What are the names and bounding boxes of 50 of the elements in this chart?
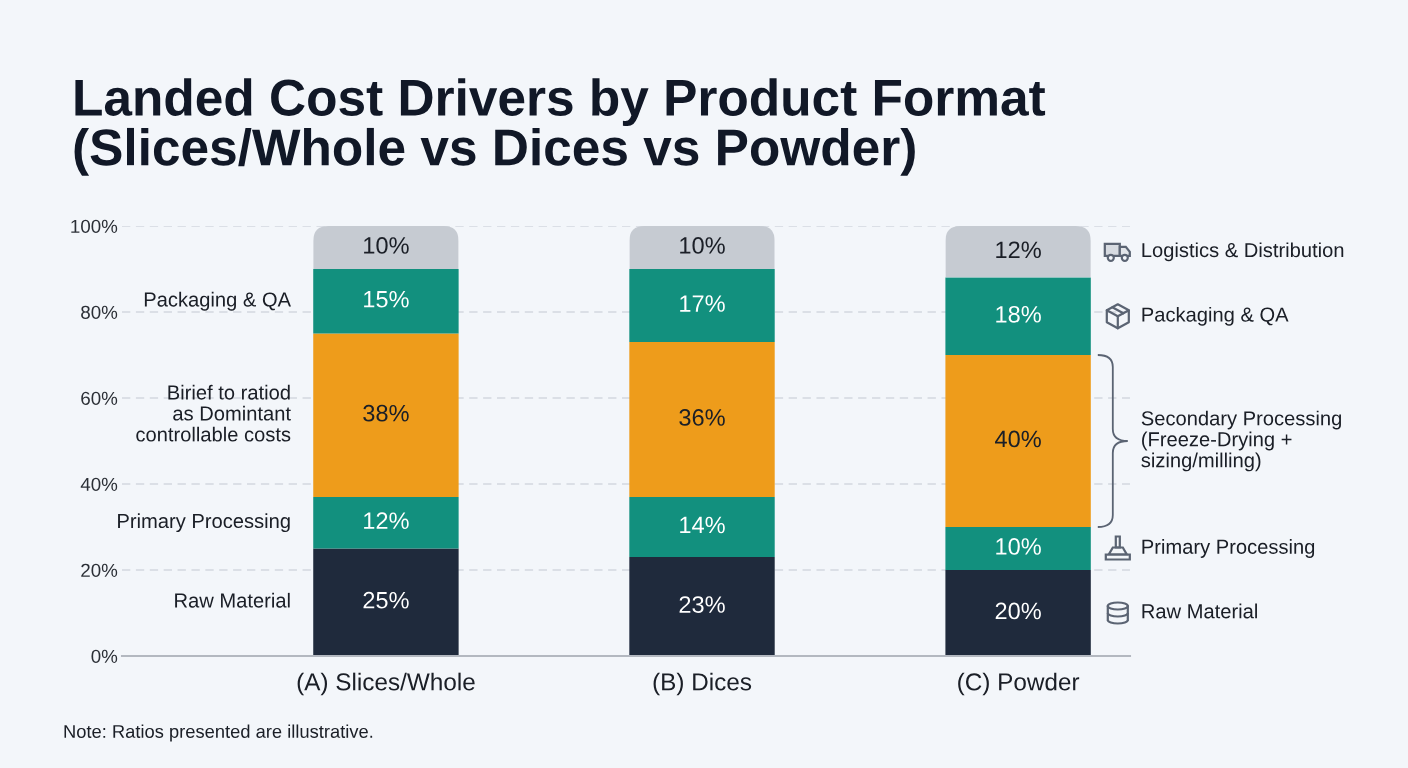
data-label: 23%: [679, 596, 725, 613]
y-tick-label: 0%: [91, 649, 118, 663]
x-tick-label: (C) Powder: [958, 672, 1080, 696]
y-tick-label: 100%: [71, 219, 118, 233]
y-tick-label: 20%: [81, 563, 118, 577]
y-tick-label: 60%: [81, 391, 118, 405]
bar: [313, 269, 459, 334]
bar: [629, 557, 775, 656]
bar: [629, 342, 775, 497]
data-label: 40%: [995, 430, 1041, 448]
data-label: 10%: [680, 237, 725, 254]
text: Secondary Processing (Freeze-Drying + sizing/milling): [1141, 410, 1341, 472]
bar: [313, 333, 459, 497]
annotation: Primary Processing: [118, 513, 290, 533]
data-label: 17%: [680, 295, 725, 312]
x-tick-label: (B) Dices: [653, 672, 752, 696]
annotation: Raw Material: [175, 592, 290, 608]
data-label: 12%: [364, 512, 409, 529]
data-label: 36%: [679, 409, 725, 426]
bar: [945, 527, 1091, 570]
bar: [313, 548, 459, 656]
data-label: 20%: [995, 602, 1041, 620]
bar: [945, 226, 1091, 278]
data-label: 10%: [996, 538, 1041, 555]
bar: [629, 496, 775, 558]
text: Primary Processing: [1142, 539, 1315, 558]
bar: [629, 269, 775, 343]
annotation: Packaging & QA: [144, 291, 291, 311]
data-label: 25%: [363, 591, 409, 609]
text: Packaging & QA: [1142, 306, 1289, 326]
bar: [945, 355, 1091, 527]
x-tick-label: (A) Slices/Whole: [297, 672, 475, 696]
data-label: 10%: [364, 237, 409, 254]
y-tick-label: 40%: [80, 477, 118, 491]
bar: [313, 226, 459, 269]
bar: [945, 570, 1091, 656]
bar: [313, 496, 459, 549]
text: Raw Material: [1142, 603, 1257, 619]
y-tick-label: 80%: [81, 305, 118, 319]
text: Note: Ratios presented are illustrative.: [64, 724, 373, 742]
data-label: 18%: [996, 305, 1041, 323]
bar: [629, 226, 775, 269]
text: Logistics & Distribution: [1142, 242, 1344, 262]
bar: [945, 277, 1091, 355]
data-label: 12%: [996, 241, 1041, 259]
data-label: 15%: [364, 290, 409, 308]
data-label: 14%: [680, 516, 725, 534]
chart-title: Landed Cost Drivers by Product Format (Slices/Whole vs Dices vs Powder): [74, 78, 1046, 176]
annotation: Birief to ratiod as Domintant controllable costs: [136, 384, 291, 442]
data-label: 38%: [363, 404, 409, 422]
